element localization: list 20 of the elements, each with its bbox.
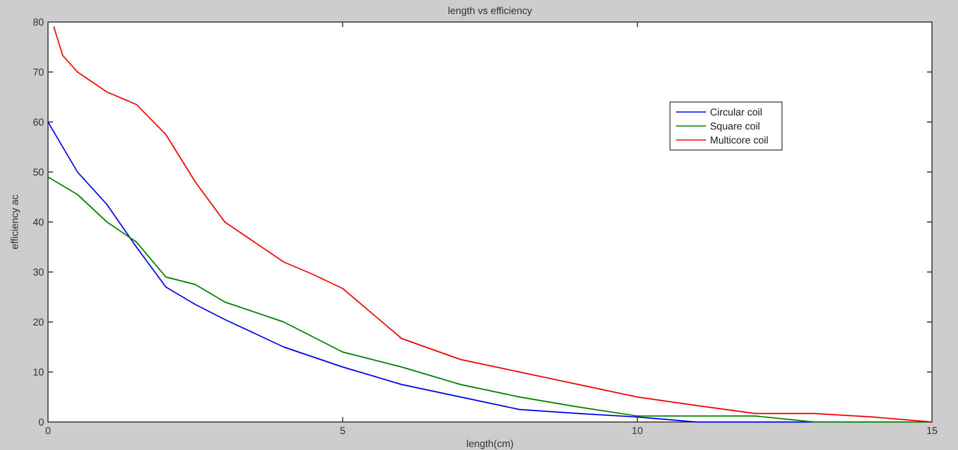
legend-label: Circular coil bbox=[710, 108, 762, 118]
y-axis-title: efficiency ac bbox=[10, 194, 21, 250]
y-tick-label: 80 bbox=[32, 18, 44, 28]
y-tick-label: 20 bbox=[32, 318, 44, 328]
legend-label: Square coil bbox=[710, 122, 760, 132]
x-tick-label: 10 bbox=[632, 426, 644, 437]
y-tick-label: 10 bbox=[32, 368, 44, 378]
y-tick-label: 0 bbox=[38, 418, 44, 428]
line-series bbox=[53, 26, 933, 423]
x-tick-label: 0 bbox=[45, 426, 52, 437]
x-tick-label: 15 bbox=[926, 426, 938, 437]
chart-title: length vs efficiency bbox=[448, 6, 532, 17]
legend-label: Multicore coil bbox=[710, 136, 768, 146]
y-tick-label: 50 bbox=[32, 168, 44, 178]
x-axis-title: length(cm) bbox=[466, 439, 514, 450]
y-tick-label: 70 bbox=[32, 68, 44, 78]
y-tick-label: 60 bbox=[32, 118, 44, 128]
y-tick-label: 40 bbox=[32, 218, 44, 228]
x-tick-label: 5 bbox=[340, 426, 346, 437]
y-tick-label: 30 bbox=[32, 268, 44, 278]
